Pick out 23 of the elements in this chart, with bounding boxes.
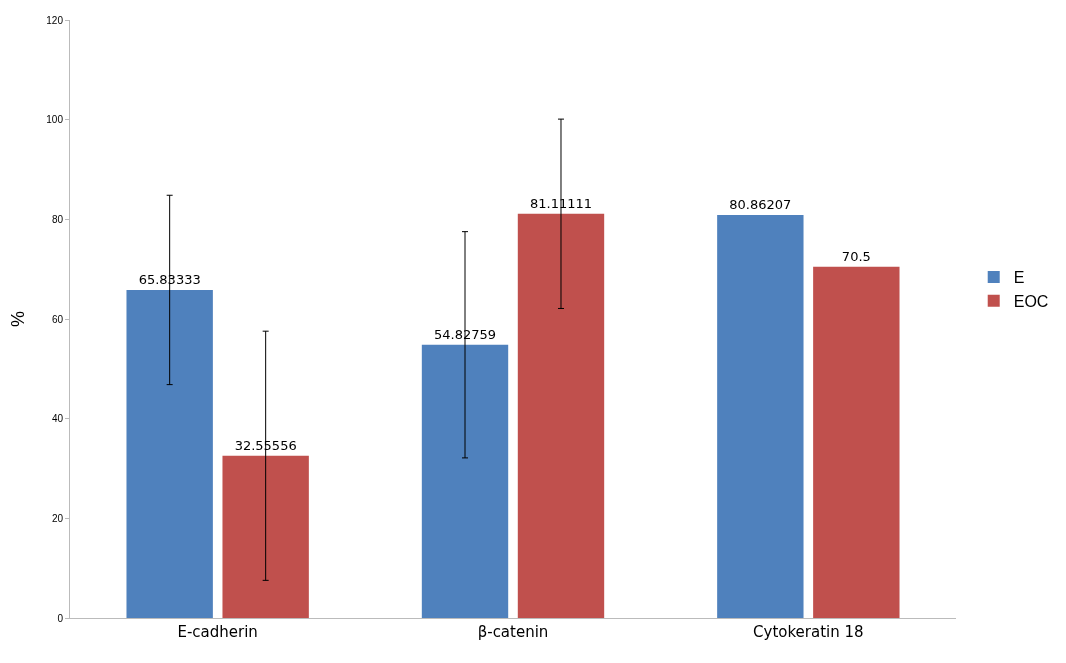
legend-label: EOC <box>1013 293 1049 311</box>
bar <box>222 455 309 618</box>
y-tick-label: 100 <box>46 114 64 126</box>
x-tick-label: β-catenin <box>477 623 549 641</box>
y-tick-label: 40 <box>51 413 64 425</box>
data-label: 54.82759 <box>433 326 497 342</box>
bar <box>421 344 509 618</box>
data-label: 81.11111 <box>529 195 593 211</box>
legend-label: E <box>1013 269 1025 287</box>
bar <box>717 215 804 618</box>
y-tick-label: 120 <box>46 14 64 26</box>
data-label: 80.86207 <box>729 197 792 213</box>
y-tick-label: 80 <box>51 213 64 225</box>
bar <box>813 266 900 618</box>
y-tick-label: 20 <box>51 512 64 524</box>
x-tick-label: Cytokeratin 18 <box>753 623 864 641</box>
y-tick-label: 0 <box>57 612 64 624</box>
bar <box>517 213 605 618</box>
y-axis-title: % <box>8 310 28 328</box>
x-tick-label: E-cadherin <box>177 623 258 641</box>
data-label: 70.5 <box>841 248 871 264</box>
bar <box>126 289 213 618</box>
y-tick-label: 60 <box>51 313 64 325</box>
